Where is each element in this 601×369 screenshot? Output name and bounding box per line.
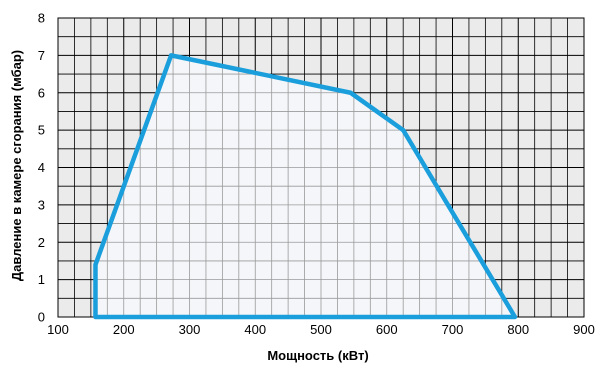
x-axis-title: Мощность (кВт) bbox=[267, 348, 368, 363]
y-tick-label: 0 bbox=[38, 310, 45, 325]
x-tick-labels: 100 200 300 400 500 600 700 800 900 bbox=[47, 322, 595, 337]
y-tick-label: 2 bbox=[38, 235, 45, 250]
y-axis-title: Давление в камере сгорания (мбар) bbox=[9, 50, 24, 281]
x-tick-label: 600 bbox=[376, 322, 398, 337]
y-tick-label: 3 bbox=[38, 197, 45, 212]
y-tick-label: 7 bbox=[38, 48, 45, 63]
x-tick-label: 700 bbox=[442, 322, 464, 337]
x-tick-label: 800 bbox=[507, 322, 529, 337]
y-tick-label: 6 bbox=[38, 85, 45, 100]
working-region-outline bbox=[93, 53, 518, 320]
y-tick-label: 4 bbox=[38, 160, 45, 175]
y-tick-label: 1 bbox=[38, 272, 45, 287]
x-tick-label: 500 bbox=[310, 322, 332, 337]
x-tick-label: 900 bbox=[573, 322, 595, 337]
x-tick-label: 400 bbox=[244, 322, 266, 337]
y-tick-labels: 0 1 2 3 4 5 6 7 8 bbox=[38, 11, 45, 325]
y-tick-label: 8 bbox=[38, 11, 45, 26]
y-tick-label: 5 bbox=[38, 123, 45, 138]
x-tick-label: 200 bbox=[113, 322, 135, 337]
x-tick-label: 100 bbox=[47, 322, 69, 337]
x-tick-label: 300 bbox=[179, 322, 201, 337]
